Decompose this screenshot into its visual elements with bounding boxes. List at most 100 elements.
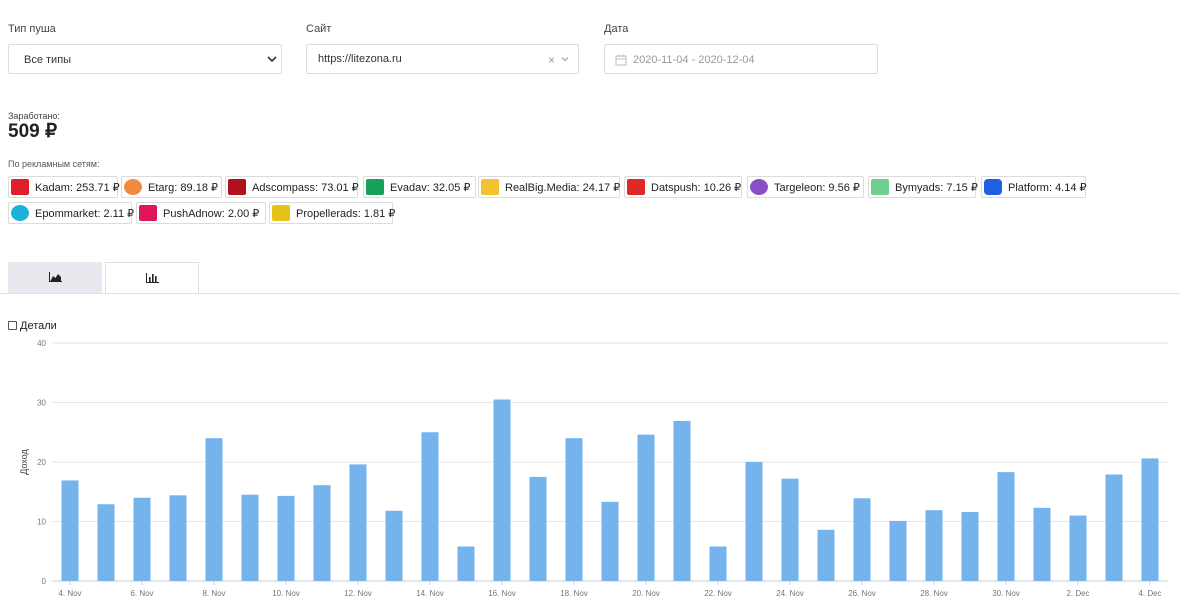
- details-label: Детали: [20, 320, 57, 332]
- network-label: Epommarket: 2.11 ₽: [35, 208, 135, 220]
- bar: [673, 420, 691, 581]
- x-tick-label: 4. Nov: [58, 589, 81, 598]
- network-label: Bymyads: 7.15 ₽: [895, 182, 978, 194]
- network-badge-bymyads: Bymyads: 7.15 ₽: [868, 176, 978, 198]
- y-tick-label: 20: [37, 458, 46, 467]
- y-tick-label: 0: [42, 577, 47, 586]
- y-axis-label: Доход: [19, 448, 29, 474]
- bar: [313, 485, 331, 581]
- site-select[interactable]: https://litezona.ru ×: [306, 44, 579, 74]
- kadam-logo-icon: [11, 179, 29, 195]
- bar: [1069, 515, 1087, 581]
- datspush-logo-icon: [627, 179, 645, 195]
- bar-chart-icon: [146, 273, 159, 283]
- bar: [1105, 474, 1123, 581]
- bar: [709, 546, 727, 581]
- bar: [493, 399, 511, 581]
- bar: [601, 501, 619, 581]
- x-tick-label: 20. Nov: [632, 589, 660, 598]
- area-chart-icon: [49, 272, 62, 282]
- bar: [421, 432, 439, 581]
- network-badge-kadam: Kadam: 253.71 ₽: [8, 176, 120, 198]
- calendar-icon: [615, 54, 627, 66]
- x-tick-label: 18. Nov: [560, 589, 588, 598]
- push-type-value: Все типы: [24, 54, 72, 66]
- bar: [205, 438, 223, 581]
- network-badge-realbig: RealBig.Media: 24.17 ₽: [478, 176, 620, 198]
- bar: [889, 520, 907, 581]
- network-badge-pushadnow: PushAdnow: 2.00 ₽: [136, 202, 266, 224]
- bar: [565, 438, 583, 581]
- chevron-down-icon[interactable]: [560, 54, 570, 64]
- x-tick-label: 16. Nov: [488, 589, 516, 598]
- details-toggle[interactable]: Детали: [8, 320, 57, 332]
- pushadnow-logo-icon: [139, 205, 157, 221]
- chevron-down-icon: [267, 56, 277, 63]
- x-tick-label: 6. Nov: [130, 589, 153, 598]
- targeleon-logo-icon: [750, 179, 768, 195]
- bar: [457, 546, 475, 581]
- evadav-logo-icon: [366, 179, 384, 195]
- bar: [1033, 507, 1051, 581]
- epommarket-logo-icon: [11, 205, 29, 221]
- details-checkbox[interactable]: [8, 321, 17, 330]
- network-badge-datspush: Datspush: 10.26 ₽: [624, 176, 742, 198]
- network-label: Etarg: 89.18 ₽: [148, 182, 218, 194]
- bar: [241, 494, 259, 581]
- earned-value: 509 ₽: [8, 121, 58, 142]
- etarg-logo-icon: [124, 179, 142, 195]
- bar: [97, 504, 115, 581]
- y-tick-label: 40: [37, 339, 46, 348]
- site-value: https://litezona.ru: [318, 53, 402, 65]
- push-type-label: Тип пуша: [8, 23, 56, 35]
- bar: [1141, 458, 1159, 581]
- x-tick-label: 26. Nov: [848, 589, 876, 598]
- bar: [853, 498, 871, 581]
- network-label: Kadam: 253.71 ₽: [35, 182, 120, 194]
- bar: [781, 478, 799, 581]
- network-badge-targeleon: Targeleon: 9.56 ₽: [747, 176, 864, 198]
- x-tick-label: 24. Nov: [776, 589, 804, 598]
- clear-icon[interactable]: ×: [547, 53, 555, 67]
- x-tick-label: 4. Dec: [1138, 589, 1161, 598]
- network-label: Evadav: 32.05 ₽: [390, 182, 471, 194]
- tab-bar-chart[interactable]: [105, 262, 199, 294]
- bar: [637, 434, 655, 581]
- x-tick-label: 2. Dec: [1066, 589, 1089, 598]
- bar: [925, 510, 943, 581]
- x-tick-label: 30. Nov: [992, 589, 1020, 598]
- tabs-divider: [0, 293, 1180, 294]
- bar: [133, 497, 151, 581]
- bar: [745, 462, 763, 581]
- x-tick-label: 22. Nov: [704, 589, 732, 598]
- x-tick-label: 8. Nov: [202, 589, 225, 598]
- date-range-input[interactable]: 2020-11-04 - 2020-12-04: [604, 44, 878, 74]
- earned-label: Заработано:: [8, 111, 60, 121]
- network-label: RealBig.Media: 24.17 ₽: [505, 182, 621, 194]
- bar: [61, 480, 79, 581]
- date-range-value: 2020-11-04 - 2020-12-04: [633, 54, 755, 66]
- bar: [817, 529, 835, 581]
- site-label: Сайт: [306, 23, 332, 35]
- realbig-logo-icon: [481, 179, 499, 195]
- tab-area-chart[interactable]: [8, 262, 102, 293]
- bar: [997, 472, 1015, 581]
- network-label: Datspush: 10.26 ₽: [651, 182, 742, 194]
- bar: [277, 495, 295, 581]
- bymyads-logo-icon: [871, 179, 889, 195]
- network-label: Targeleon: 9.56 ₽: [774, 182, 860, 194]
- push-type-select[interactable]: Все типы: [8, 44, 282, 74]
- revenue-bar-chart: 0 10 20 30 40 Доход 4. Nov 6. Nov 8. Nov 10. Nov 1…: [19, 339, 1168, 598]
- date-label: Дата: [604, 23, 629, 35]
- network-badge-etarg: Etarg: 89.18 ₽: [121, 176, 222, 198]
- y-tick-label: 30: [37, 399, 46, 408]
- x-tick-label: 28. Nov: [920, 589, 948, 598]
- network-label: Propellerads: 1.81 ₽: [296, 208, 396, 220]
- bar: [385, 510, 403, 581]
- bar: [961, 511, 979, 581]
- network-label: Adscompass: 73.01 ₽: [252, 182, 359, 194]
- network-badge-epommarket: Epommarket: 2.11 ₽: [8, 202, 135, 224]
- x-tick-label: 10. Nov: [272, 589, 300, 598]
- propellerads-logo-icon: [272, 205, 290, 221]
- bar: [169, 495, 187, 581]
